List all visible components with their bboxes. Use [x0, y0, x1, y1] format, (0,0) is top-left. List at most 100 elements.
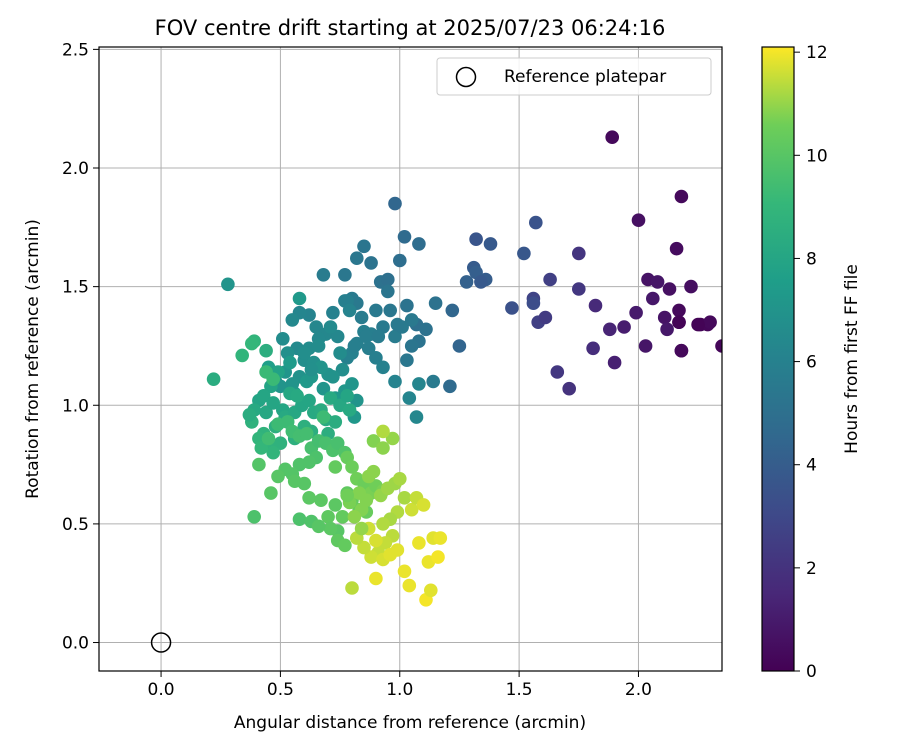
data-point	[340, 488, 355, 503]
colorbar-tick-label: 8	[806, 249, 817, 269]
data-point	[369, 351, 383, 365]
data-point	[350, 251, 364, 265]
legend-box	[436, 57, 712, 96]
data-point	[299, 426, 314, 441]
y-tick-label: 0.5	[62, 515, 89, 535]
data-point	[316, 381, 331, 396]
y-tick-label: 2.5	[62, 40, 89, 60]
legend-marker	[455, 66, 477, 88]
data-point	[469, 232, 483, 246]
data-point	[674, 343, 689, 358]
data-point	[292, 291, 307, 306]
data-point	[364, 550, 378, 564]
data-point	[247, 510, 261, 524]
x-ticks: 0.0 0.5 1.0 1.5 2.0	[148, 671, 652, 700]
data-point	[383, 303, 398, 318]
data-point	[338, 268, 352, 282]
data-point	[321, 510, 335, 524]
data-point	[586, 341, 600, 356]
data-point	[397, 491, 412, 505]
grid-lines	[99, 47, 722, 671]
data-point	[206, 372, 221, 387]
data-point	[345, 581, 359, 595]
data-point	[242, 408, 257, 422]
data-point	[264, 486, 278, 500]
data-point	[254, 441, 269, 455]
data-point	[703, 315, 717, 330]
data-point	[297, 346, 312, 360]
data-point	[256, 389, 271, 403]
data-point	[357, 540, 371, 555]
data-point	[369, 303, 383, 318]
data-point	[416, 498, 431, 512]
data-point	[328, 415, 343, 429]
data-point	[529, 215, 543, 230]
data-point	[572, 246, 586, 261]
data-point	[221, 277, 235, 292]
y-tick-label: 0.0	[62, 634, 89, 654]
data-point	[588, 298, 603, 313]
data-point	[474, 275, 488, 289]
data-point	[338, 538, 352, 553]
data-point	[638, 339, 653, 353]
x-tick-label: 0.5	[267, 680, 294, 700]
data-point	[400, 353, 414, 368]
data-point	[342, 403, 357, 417]
data-point	[674, 189, 689, 204]
data-point	[459, 275, 474, 289]
data-point	[311, 339, 326, 353]
x-tick-label: 2.0	[625, 680, 652, 700]
data-point	[302, 393, 316, 408]
data-point	[371, 329, 386, 344]
data-point	[607, 355, 622, 370]
data-point	[369, 533, 383, 548]
data-point	[393, 472, 407, 486]
data-point	[376, 424, 390, 439]
data-point	[369, 571, 383, 586]
data-point	[259, 343, 273, 358]
data-point	[691, 317, 705, 332]
data-point	[347, 510, 362, 524]
data-point	[330, 436, 345, 451]
data-point	[404, 339, 419, 353]
data-point	[390, 317, 405, 332]
data-point	[266, 445, 281, 460]
legend-label: Reference platepar	[504, 67, 666, 87]
data-point	[266, 372, 281, 387]
data-point	[402, 578, 417, 593]
y-axis-label: Rotation from reference (arcmin)	[23, 219, 43, 499]
data-point	[354, 310, 369, 325]
data-point	[397, 230, 412, 244]
data-point	[326, 370, 340, 384]
data-point	[381, 284, 395, 299]
data-point	[662, 282, 677, 296]
data-point	[314, 493, 328, 508]
data-point	[550, 365, 565, 379]
data-point	[245, 336, 259, 351]
x-tick-label: 1.0	[386, 680, 413, 700]
data-point	[650, 275, 665, 289]
data-point	[412, 237, 426, 251]
chart-title: FOV centre drift starting at 2025/07/23 …	[155, 16, 666, 40]
data-point	[273, 436, 288, 451]
data-point	[345, 460, 359, 474]
data-point	[402, 391, 417, 405]
data-point	[316, 268, 331, 282]
data-point	[672, 303, 686, 318]
colorbar-tick-label: 4	[806, 456, 817, 476]
data-point	[433, 531, 448, 545]
data-point	[335, 510, 350, 524]
data-point	[404, 313, 419, 327]
x-axis-label: Angular distance from reference (arcmin)	[234, 713, 586, 733]
data-point	[431, 550, 445, 564]
data-point	[259, 405, 273, 420]
data-point	[347, 339, 362, 353]
data-point	[297, 476, 312, 491]
data-point	[340, 389, 355, 403]
data-point	[366, 434, 381, 448]
data-point	[631, 213, 646, 227]
colorbar-tick-label: 6	[806, 353, 817, 373]
colorbar-tick-label: 12	[806, 43, 828, 63]
data-point	[388, 374, 402, 389]
